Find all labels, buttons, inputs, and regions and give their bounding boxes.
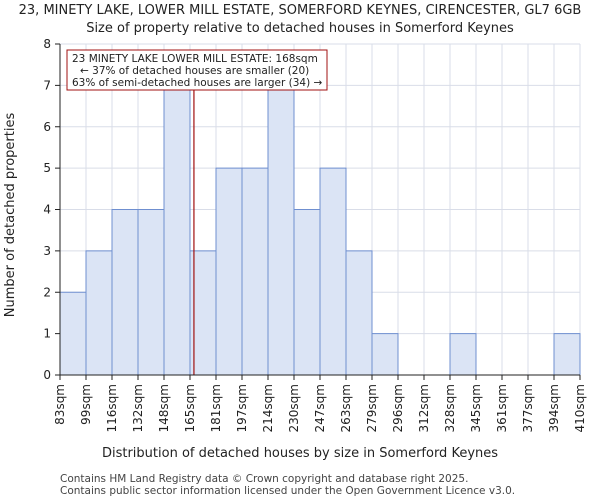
x-tick-label: 247sqm (313, 384, 327, 432)
chart-title: 23, MINETY LAKE, LOWER MILL ESTATE, SOME… (19, 3, 582, 18)
x-tick-label: 116sqm (105, 384, 119, 432)
annotation-frame (66, 49, 328, 91)
x-tick-label: 214sqm (261, 384, 275, 432)
x-tick-label: 132sqm (131, 384, 145, 432)
annotation-box: 23 MINETY LAKE LOWER MILL ESTATE: 168sqm… (66, 49, 328, 91)
bar-148sqm (163, 84, 191, 376)
x-tick-label: 99sqm (79, 384, 93, 425)
x-tick-label: 181sqm (209, 384, 223, 432)
bar-116sqm (111, 209, 139, 376)
x-tick-label: 361sqm (495, 384, 509, 432)
y-tick-label: 7 (43, 78, 51, 92)
annotation-line-2: ← 37% of detached houses are smaller (20… (80, 65, 309, 77)
footer-line-1: Contains HM Land Registry data © Crown c… (60, 473, 468, 485)
y-axis-label: Number of detached properties (3, 113, 18, 318)
bar-132sqm (137, 209, 165, 376)
x-tick-label: 377sqm (521, 384, 535, 432)
y-ticks: 0 1 2 3 4 5 6 7 8 (43, 37, 60, 382)
y-tick-label: 4 (43, 203, 51, 217)
annotation-line-3: 63% of semi-detached houses are larger (… (72, 77, 323, 89)
annotation-line-1: 23 MINETY LAKE LOWER MILL ESTATE: 168sqm (72, 53, 318, 65)
x-tick-label: 279sqm (365, 384, 379, 432)
x-tick-label: 197sqm (235, 384, 249, 432)
bar-247sqm (319, 167, 347, 376)
x-tick-label: 263sqm (339, 384, 353, 432)
chart-subtitle: Size of property relative to detached ho… (86, 21, 514, 36)
x-axis-label: Distribution of detached houses by size … (102, 446, 498, 461)
x-tick-label: 312sqm (417, 384, 431, 432)
x-tick-label: 148sqm (157, 384, 171, 432)
bar-230sqm (293, 209, 321, 376)
bar-263sqm (345, 250, 373, 376)
y-tick-label: 6 (43, 120, 51, 134)
x-tick-label: 328sqm (443, 384, 457, 432)
x-tick-label: 165sqm (183, 384, 197, 432)
x-tick-label: 410sqm (573, 384, 587, 432)
bar-83sqm (59, 291, 87, 376)
bar-197sqm (241, 167, 269, 376)
footer-line-2: Contains public sector information licen… (60, 485, 515, 497)
x-tick-label: 296sqm (391, 384, 405, 432)
x-tick-label: 83sqm (53, 384, 67, 425)
x-tick-label: 394sqm (547, 384, 561, 432)
x-tick-label: 230sqm (287, 384, 301, 432)
bar-394sqm (553, 333, 581, 376)
x-tick-label: 345sqm (469, 384, 483, 432)
x-ticks: 83sqm 99sqm 116sqm 132sqm 148sqm 165sqm 181sqm… (53, 375, 587, 432)
y-tick-label: 0 (43, 368, 51, 382)
y-tick-label: 1 (43, 327, 51, 341)
bar-99sqm (85, 250, 113, 376)
y-tick-label: 2 (43, 285, 51, 299)
bar-328sqm (449, 333, 477, 376)
bar-279sqm (371, 333, 399, 376)
y-tick-label: 3 (43, 244, 51, 258)
bar-181sqm (215, 167, 243, 376)
bar-214sqm (267, 84, 295, 376)
y-tick-label: 8 (43, 37, 51, 51)
y-tick-label: 5 (43, 161, 51, 175)
